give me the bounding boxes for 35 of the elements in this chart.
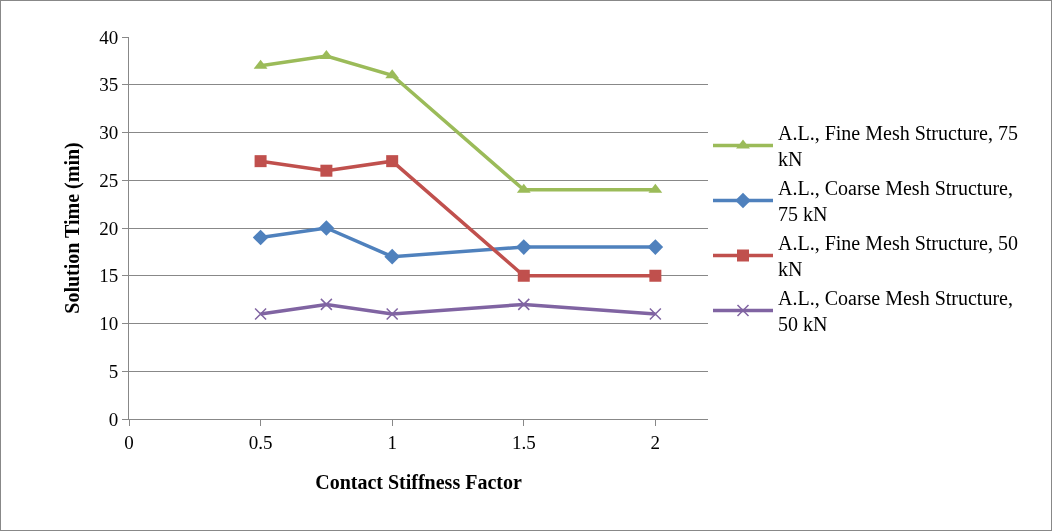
y-tick-label: 25 [99,169,119,191]
point [320,298,333,311]
y-tick-label: 0 [108,408,119,430]
point [517,269,530,282]
y-tick-label: 40 [99,26,119,48]
legend-label: A.L., Coarse Mesh Structure, 50 kN [778,287,1013,336]
legend-label: A.L., Coarse Mesh Structure, 75 kN [778,177,1013,226]
point [252,229,269,246]
y-tick-label: 35 [99,74,119,96]
point [386,155,399,168]
point [320,164,333,177]
x-tick-label: 0 [124,431,134,453]
y-tick-label: 30 [99,122,119,144]
point [385,307,399,321]
x-tick-label: 1.5 [511,431,536,453]
point [254,155,267,168]
point [649,307,662,321]
point [517,298,531,311]
y-tick-label: 15 [99,265,119,287]
x-tick-label: 1 [387,431,397,453]
y-tick-label: 20 [99,217,119,239]
legend-label: A.L., Fine Mesh Structure, 50 kN [778,232,1018,281]
x-axis-title: Contact Stiffness Factor [315,471,522,493]
point [649,269,662,282]
x-tick-label: 0.5 [248,431,273,453]
point [254,307,267,321]
point [515,239,532,255]
point [647,239,664,255]
x-tick-label: 2 [650,431,661,453]
point [384,248,400,265]
legend-label: A.L., Fine Mesh Structure, 75 kN [778,122,1018,171]
y-axis-title: Solution Time (min) [60,142,84,314]
y-tick-label: 5 [108,360,119,382]
y-tick-label: 10 [99,313,119,335]
point [318,220,335,236]
